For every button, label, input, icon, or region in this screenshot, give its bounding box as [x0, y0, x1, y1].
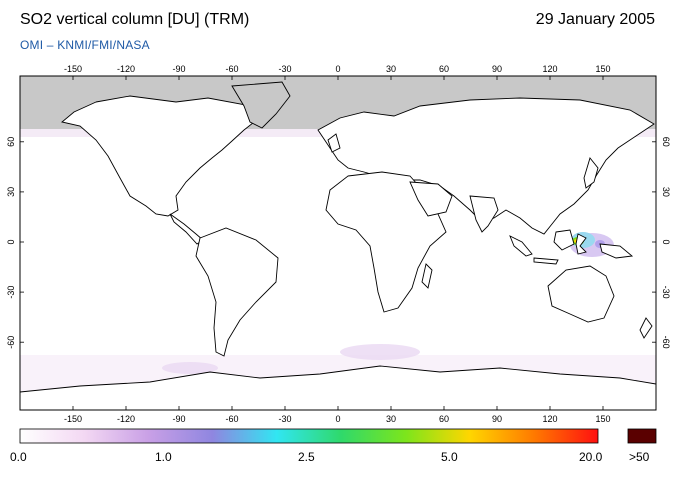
- latitude-tick-label: 0: [661, 239, 671, 244]
- southern-noise-patch-2: [162, 362, 218, 374]
- longitude-tick-label: -150: [64, 64, 82, 74]
- longitude-tick-label: -60: [225, 64, 238, 74]
- data-source: OMI – KNMI/FMI/NASA: [20, 38, 150, 52]
- longitude-tick-label: -90: [172, 64, 185, 74]
- coastlines: [20, 81, 656, 410]
- colorbar-label-0: 0.0: [10, 450, 27, 464]
- sumatra: [509, 235, 533, 257]
- latitude-axis-left: 60 30 0 -30 -60: [6, 137, 24, 349]
- map-date: 29 January 2005: [535, 11, 655, 28]
- longitude-tick-label: 150: [595, 64, 610, 74]
- sulawesi: [575, 233, 587, 255]
- longitude-tick-label: 60: [439, 414, 449, 424]
- arabia: [409, 181, 453, 217]
- longitude-tick-label: 0: [335, 64, 340, 74]
- longitude-tick-label: 60: [439, 64, 449, 74]
- longitude-tick-label: 30: [386, 414, 396, 424]
- australia: [547, 265, 615, 323]
- british-isles: [327, 133, 341, 153]
- map-title: SO2 vertical column [DU] (TRM): [20, 11, 250, 28]
- longitude-tick-label: 120: [542, 64, 557, 74]
- latitude-axis-right: 60 30 0 -30 -60: [652, 137, 671, 349]
- new-zealand: [639, 317, 653, 339]
- latitude-tick-label: 30: [6, 187, 16, 197]
- longitude-tick-label: -120: [117, 64, 135, 74]
- madagascar: [421, 263, 433, 289]
- colorbar-label-1: 1.0: [155, 450, 172, 464]
- borneo: [553, 229, 575, 251]
- longitude-tick-label: -120: [117, 414, 135, 424]
- latitude-tick-label: -60: [6, 336, 16, 349]
- southern-noise-patch: [340, 344, 420, 360]
- longitude-tick-label: -30: [278, 64, 291, 74]
- latitude-tick-label: -60: [661, 336, 671, 349]
- latitude-tick-label: 30: [661, 187, 671, 197]
- colorbar-label-4: 20.0: [579, 450, 603, 464]
- longitude-tick-label: 120: [542, 414, 557, 424]
- longitude-axis-top: -150 -120 -90 -60 -30 0 30 60 90 120 150: [64, 64, 611, 80]
- latitude-tick-label: 60: [6, 137, 16, 147]
- longitude-tick-label: 0: [335, 414, 340, 424]
- colorbar-overflow-label: >50: [629, 450, 650, 464]
- longitude-tick-label: -90: [172, 414, 185, 424]
- longitude-tick-label: 90: [492, 414, 502, 424]
- new-guinea: [599, 243, 634, 259]
- latitude-tick-label: -30: [661, 286, 671, 299]
- longitude-tick-label: -30: [278, 414, 291, 424]
- longitude-tick-label: 150: [595, 414, 610, 424]
- java: [533, 257, 559, 265]
- latitude-tick-label: 0: [6, 239, 16, 244]
- longitude-tick-label: -60: [225, 414, 238, 424]
- greenland: [231, 81, 291, 129]
- antarctica: [20, 365, 656, 410]
- longitude-tick-label: -150: [64, 414, 82, 424]
- japan: [583, 157, 599, 189]
- longitude-tick-label: 90: [492, 64, 502, 74]
- latitude-tick-label: 60: [661, 137, 671, 147]
- south-america: [195, 227, 279, 357]
- colorbar: [19, 428, 599, 444]
- colorbar-label-3: 5.0: [441, 450, 458, 464]
- india: [469, 195, 499, 233]
- longitude-tick-label: 30: [386, 64, 396, 74]
- latitude-tick-label: -30: [6, 286, 16, 299]
- longitude-axis-bottom: -150 -120 -90 -60 -30 0 30 60 90 120 150: [64, 406, 611, 424]
- map-content: [20, 76, 656, 410]
- colorbar-overflow-swatch: [627, 428, 657, 444]
- colorbar-label-2: 2.5: [298, 450, 315, 464]
